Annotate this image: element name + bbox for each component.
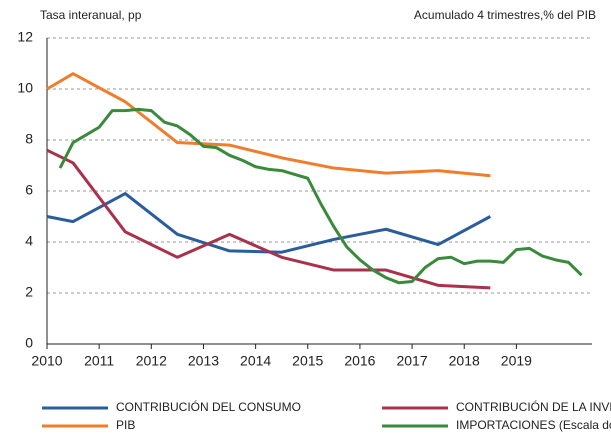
series-line: [46, 72, 491, 178]
x-tick-label: 2018: [449, 353, 480, 369]
y-tick-label: 2: [25, 284, 33, 300]
series-line: [46, 148, 491, 290]
legend-label: CONTRIBUCIÓN DE LA INVERSIÓN: [456, 399, 611, 414]
x-tick-label: 2015: [292, 353, 323, 369]
x-tick-label: 2013: [188, 353, 219, 369]
x-tick-label: 2012: [136, 353, 167, 369]
legend-label: CONTRIBUCIÓN DEL CONSUMO: [116, 399, 301, 414]
y-tick-label: 0: [25, 335, 33, 351]
y-tick-label: 4: [25, 233, 33, 249]
legend-label: IMPORTACIONES (Escala dcha.): [456, 418, 611, 432]
y-tick-label: 10: [17, 80, 33, 96]
x-tick-label: 2010: [31, 353, 62, 369]
y-tick-label: 8: [25, 131, 33, 147]
x-tick-label: 2019: [501, 353, 532, 369]
x-tick-label: 2016: [344, 353, 375, 369]
series-line: [58, 107, 583, 285]
left-annotation: Tasa interanual, pp: [40, 8, 142, 22]
y-tick-label: 6: [25, 182, 33, 198]
right-annotation: Acumulado 4 trimestres,% del PIB: [414, 8, 596, 22]
legend-label: PIB: [116, 418, 135, 432]
series-line: [46, 192, 492, 254]
x-tick-label: 2011: [84, 353, 114, 369]
x-tick-label: 2014: [240, 353, 271, 369]
x-tick-label: 2017: [396, 353, 427, 369]
y-tick-label: 12: [17, 29, 33, 45]
